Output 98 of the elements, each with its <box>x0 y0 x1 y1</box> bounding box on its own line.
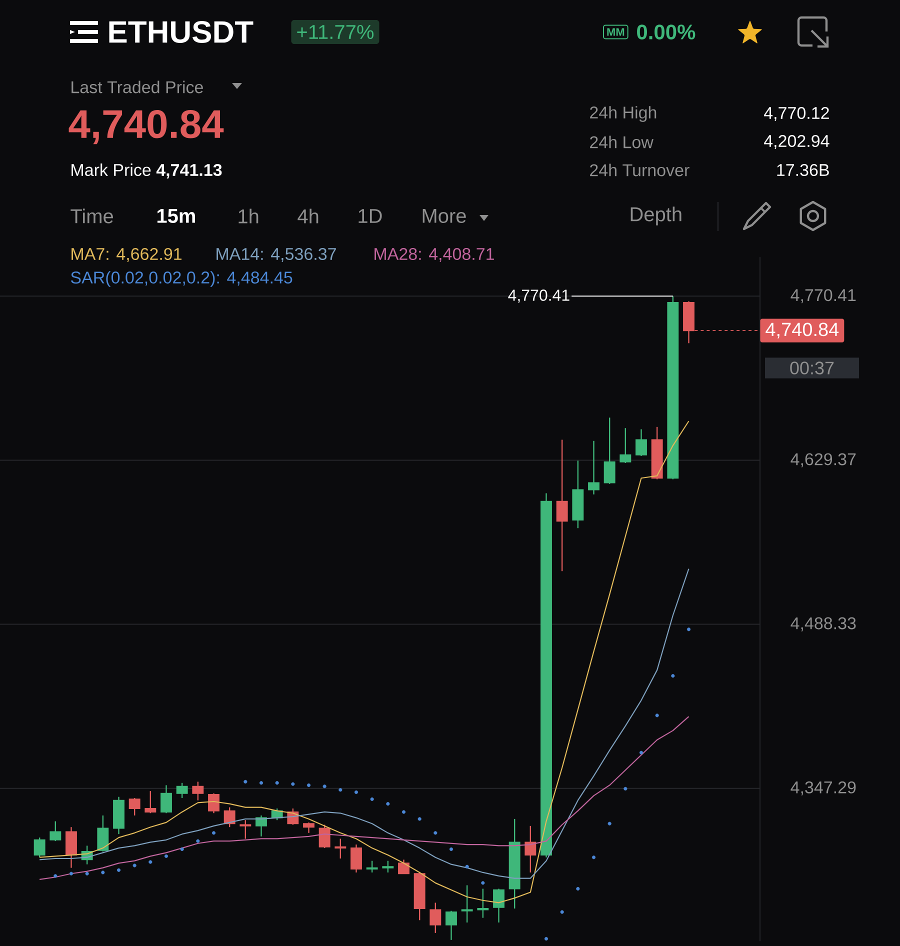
point <box>101 870 105 874</box>
candlestick <box>398 859 410 874</box>
y-tick-label: 4,347.29 <box>790 781 856 796</box>
candlestick <box>66 826 77 868</box>
y-tick-label: 4,488.33 <box>790 617 856 632</box>
point <box>655 714 659 718</box>
candlestick <box>461 884 473 924</box>
point <box>338 788 342 792</box>
point <box>306 783 311 788</box>
point <box>608 822 612 826</box>
point <box>402 810 406 814</box>
point <box>434 831 438 835</box>
y-tick-label: 4,629.37 <box>790 453 856 468</box>
text: 17.36B <box>777 164 829 176</box>
point <box>322 784 326 788</box>
point <box>212 831 216 835</box>
text: 4h <box>298 208 318 224</box>
candlestick <box>588 440 600 496</box>
candlestick <box>524 825 536 874</box>
text: MA14: 4,536.37 <box>216 248 336 262</box>
line-series <box>39 568 690 879</box>
point <box>354 790 358 794</box>
point <box>592 856 596 860</box>
text: MM <box>607 28 624 36</box>
text: 4,740.84 <box>68 110 224 144</box>
chart-title: ETHUSDT <box>109 21 254 43</box>
text: 4,770.12 <box>764 106 829 122</box>
point <box>576 886 580 891</box>
point <box>196 839 200 843</box>
candlestick <box>224 806 236 828</box>
candlestick <box>34 836 46 858</box>
candlestick <box>620 427 632 464</box>
candlestick <box>382 860 394 874</box>
text: 0.00% <box>637 24 696 40</box>
candlestick <box>477 888 489 918</box>
ref-line-label: 4,740.84 <box>766 322 839 338</box>
candlestick <box>128 797 140 816</box>
point <box>624 786 628 791</box>
point <box>275 781 279 785</box>
point <box>418 817 422 821</box>
text: MA7: 4,662.91 <box>72 248 182 262</box>
text: MA28: 4,408.71 <box>374 248 494 262</box>
text: 1D <box>358 209 382 223</box>
point <box>244 780 248 784</box>
point <box>370 797 374 801</box>
candlestick <box>604 417 616 485</box>
text: 4,202.94 <box>764 134 830 150</box>
text: Last Traded Price <box>72 80 203 94</box>
candlestick <box>366 860 378 874</box>
candlestick <box>50 820 62 842</box>
candlestick <box>160 784 172 814</box>
text: 24h Low <box>590 136 654 148</box>
candlestick <box>192 781 204 801</box>
point <box>132 864 136 868</box>
candlestick <box>446 910 457 941</box>
candlestick <box>240 820 252 840</box>
candlestick <box>493 888 504 924</box>
point <box>180 847 184 852</box>
point <box>449 847 454 852</box>
candlestick <box>176 782 188 799</box>
point <box>560 910 564 914</box>
text: +11.77% <box>297 25 374 40</box>
point <box>639 750 644 754</box>
text: 24h Turnover <box>590 164 690 176</box>
candlestick <box>318 824 330 849</box>
text: Mark Price 4,741.13 <box>72 164 222 178</box>
annotation: 4,770.41 <box>508 290 570 303</box>
text: 24h High <box>590 106 656 122</box>
text: Depth <box>630 206 682 226</box>
text: SAR(0.02,0.02,0.2): 4,484.45 <box>70 271 292 287</box>
point <box>69 872 74 876</box>
point <box>671 674 675 678</box>
point <box>85 872 89 876</box>
point <box>686 628 691 632</box>
candlestick <box>334 838 346 860</box>
candlestick <box>556 439 568 572</box>
point <box>116 868 121 872</box>
point <box>386 802 390 806</box>
text: Time <box>70 208 114 224</box>
y-tick-label: 4,770.41 <box>790 289 856 304</box>
point <box>164 854 168 858</box>
point <box>465 864 469 868</box>
point <box>148 860 152 864</box>
text: 1h <box>238 208 258 224</box>
candlestick <box>144 790 156 814</box>
candlestick <box>97 814 109 852</box>
candlestick <box>636 428 647 457</box>
text: More <box>422 209 466 223</box>
candlestick <box>350 844 362 874</box>
point <box>481 881 485 885</box>
candlestick <box>430 902 442 934</box>
candlestick <box>303 822 314 834</box>
candlestick <box>208 792 220 814</box>
text: 00:37 <box>790 362 834 374</box>
point <box>291 782 295 786</box>
point <box>259 781 264 785</box>
text: 15m <box>157 209 195 223</box>
point <box>54 874 58 878</box>
